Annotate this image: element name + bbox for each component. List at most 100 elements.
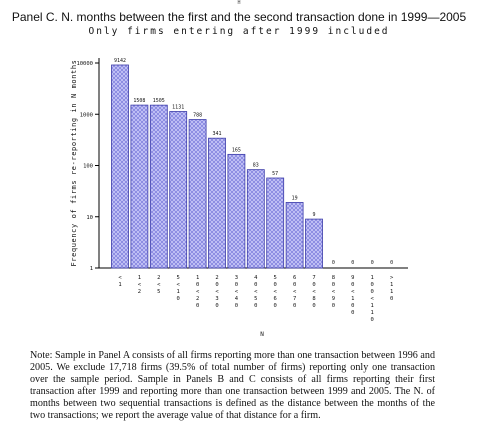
bar xyxy=(208,137,226,269)
y-tick-label: 10 xyxy=(86,215,93,221)
x-tick-char: 0 xyxy=(293,282,296,288)
x-tick-char: 1 xyxy=(138,275,141,281)
x-tick-char: 0 xyxy=(274,282,277,288)
x-tick-char: 0 xyxy=(312,303,315,309)
x-tick-label: 30 < 4030<40 xyxy=(235,275,239,309)
x-tick-char: < xyxy=(215,289,219,295)
x-tick-char: 4 xyxy=(254,275,258,281)
x-tick-char: 0 xyxy=(196,282,199,288)
bars xyxy=(111,64,323,269)
x-tick-char: < xyxy=(177,282,181,288)
bar-value-label: 1505 xyxy=(153,98,165,104)
value-labels: 9142 1508 1505 1131 788 341 165 83 57 19 9 0 0 0 0 xyxy=(114,58,393,266)
x-tick-char: 6 xyxy=(293,275,296,281)
x-tick-char: 0 xyxy=(351,303,354,309)
x-tick-char: < xyxy=(332,289,336,295)
x-tick-char: < xyxy=(254,289,258,295)
bar xyxy=(305,218,323,269)
x-tick-char: 8 xyxy=(312,296,315,302)
bar xyxy=(246,169,265,269)
top-mark: H xyxy=(237,0,241,6)
bar-value-label: 19 xyxy=(292,195,298,201)
x-tick-char: 5 xyxy=(254,296,257,302)
x-tick-char: 1 xyxy=(371,310,374,316)
bar xyxy=(130,104,149,269)
x-tick-label: 10 < 2010<20 xyxy=(196,275,200,309)
x-tick-label: 40 < 5040<50 xyxy=(254,275,258,309)
x-tick-char: 0 xyxy=(215,303,218,309)
x-tick-char: 1 xyxy=(118,282,121,288)
bar-value-label: 1508 xyxy=(133,98,145,104)
bar-value-label: 0 xyxy=(390,260,393,266)
y-tick-label: 100 xyxy=(83,164,93,170)
x-tick-char: < xyxy=(138,282,142,288)
x-tick-char: 0 xyxy=(371,282,374,288)
y-tick-label: 1000 xyxy=(80,112,93,118)
x-tick-char: 0 xyxy=(254,303,257,309)
x-tick-char: 0 xyxy=(351,310,354,316)
bar-value-label: 0 xyxy=(351,260,354,266)
x-tick-char: 3 xyxy=(215,296,218,302)
x-tick-char: 0 xyxy=(351,282,354,288)
x-tick-char: 2 xyxy=(138,289,141,295)
bar xyxy=(111,64,129,269)
x-tick-char: 4 xyxy=(235,296,239,302)
x-tick-label: 20 < 3020<30 xyxy=(215,275,219,309)
x-tick-char: 6 xyxy=(274,296,277,302)
chart-subtitle: Only firms entering after 1999 included xyxy=(88,26,390,37)
x-tick-char: 1 xyxy=(371,275,374,281)
x-tick-char: 2 xyxy=(196,296,199,302)
x-tick-char: < xyxy=(293,289,297,295)
bar-value-label: 9 xyxy=(312,212,315,218)
y-tick-label: 1 xyxy=(90,266,93,272)
x-tick-char: < xyxy=(371,296,375,302)
x-tick-char: < xyxy=(351,289,355,295)
x-tick-char: 7 xyxy=(312,275,315,281)
x-tick-char: 9 xyxy=(351,275,354,281)
bar-value-label: 165 xyxy=(232,147,241,153)
x-tick-char: 8 xyxy=(332,275,335,281)
x-tick-label: 60 < 7060<70 xyxy=(293,275,297,309)
y-ticks: 10000 1000 100 10 1 xyxy=(76,61,99,272)
bar xyxy=(149,104,168,269)
x-tick-label: 5 < 105<10 xyxy=(177,275,181,302)
y-axis-label: Frequency of firms re-reporting in N mon… xyxy=(70,59,78,266)
x-axis-label: N xyxy=(260,331,264,338)
x-tick-char: 0 xyxy=(371,289,374,295)
x-tick-label: 70 < 8070<80 xyxy=(312,275,316,309)
bar xyxy=(266,177,285,269)
bar-value-label: 1131 xyxy=(172,105,184,111)
bar-value-label: 0 xyxy=(332,260,335,266)
x-tick-char: 0 xyxy=(254,282,257,288)
bar xyxy=(188,119,207,269)
bar-value-label: 341 xyxy=(212,131,221,137)
x-tick-char: 0 xyxy=(196,303,199,309)
x-tick-label: 80 < 9080<90 xyxy=(332,275,336,309)
x-tick-char: 0 xyxy=(215,282,218,288)
x-tick-char: 0 xyxy=(235,303,238,309)
bar xyxy=(169,111,188,269)
x-tick-char: 5 xyxy=(274,275,277,281)
x-tick-char: 0 xyxy=(371,317,374,323)
x-tick-label: 2 < 52<5 xyxy=(157,275,161,295)
x-tick-char: 0 xyxy=(293,303,296,309)
x-tick-label: 90 < 10090<100 xyxy=(351,275,355,316)
x-tick-char: < xyxy=(312,289,316,295)
x-tick-char: 1 xyxy=(390,289,393,295)
x-tick-char: < xyxy=(157,282,161,288)
x-tick-label: 50 < 6050<60 xyxy=(274,275,278,309)
footnote: Note: Sample in Panel A consists of all … xyxy=(30,350,435,421)
x-tick-char: 5 xyxy=(177,275,180,281)
x-tick-char: 1 xyxy=(177,289,180,295)
x-tick-char: 1 xyxy=(351,296,354,302)
bar-value-label: 9142 xyxy=(114,58,126,64)
x-tick-char: 0 xyxy=(235,282,238,288)
x-tick-label: > 110>110 xyxy=(390,275,394,302)
x-tick-char: 2 xyxy=(157,275,160,281)
bar-value-label: 83 xyxy=(253,163,259,169)
bar xyxy=(285,202,304,269)
x-tick-char: 3 xyxy=(235,275,238,281)
chart-title: Panel C. N. months between the first and… xyxy=(11,10,467,24)
